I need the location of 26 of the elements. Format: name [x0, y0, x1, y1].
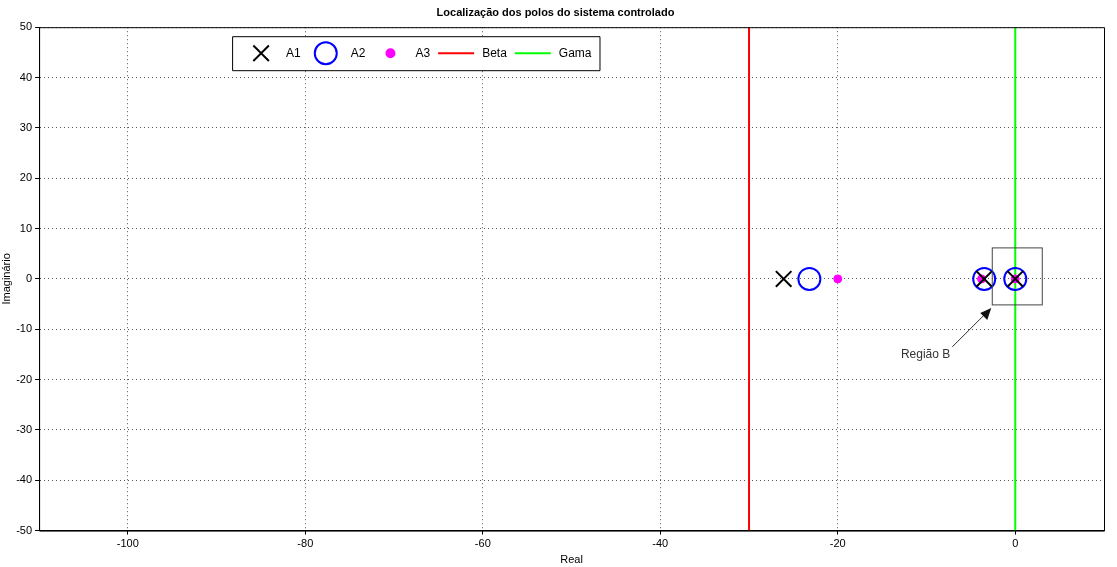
y-tick-label: 10 — [19, 221, 33, 234]
y-tick-label: -20 — [16, 372, 33, 385]
y-tick-label: 50 — [19, 20, 33, 33]
y-tick-label: 40 — [19, 70, 33, 83]
x-tick-label: 0 — [1012, 537, 1019, 550]
x-axis-title: Real — [560, 553, 583, 566]
x-tick-label: -20 — [829, 537, 846, 550]
y-tick-label: -50 — [16, 523, 33, 536]
legend-label: A2 — [350, 45, 366, 60]
y-tick-label: 20 — [19, 171, 33, 184]
annotation: Região B — [900, 346, 951, 361]
chart-title: Localização dos polos do sistema controlado — [436, 5, 675, 18]
x-tick-label: -60 — [474, 537, 491, 550]
y-tick-label: -30 — [16, 422, 33, 435]
y-axis-title: Imaginário — [0, 253, 12, 305]
legend-label: Beta — [482, 45, 508, 60]
x-tick-label: -100 — [116, 537, 139, 550]
y-tick-label: -10 — [16, 322, 33, 335]
x-tick-label: -80 — [297, 537, 314, 550]
legend-label: A3 — [415, 45, 431, 60]
x-tick-label: -40 — [652, 537, 669, 550]
y-tick-label: 0 — [25, 271, 33, 284]
y-tick-label: -40 — [16, 473, 33, 486]
legend-label: A1 — [286, 45, 302, 60]
y-tick-label: 30 — [19, 120, 33, 133]
legend-label: Gama — [558, 45, 592, 60]
